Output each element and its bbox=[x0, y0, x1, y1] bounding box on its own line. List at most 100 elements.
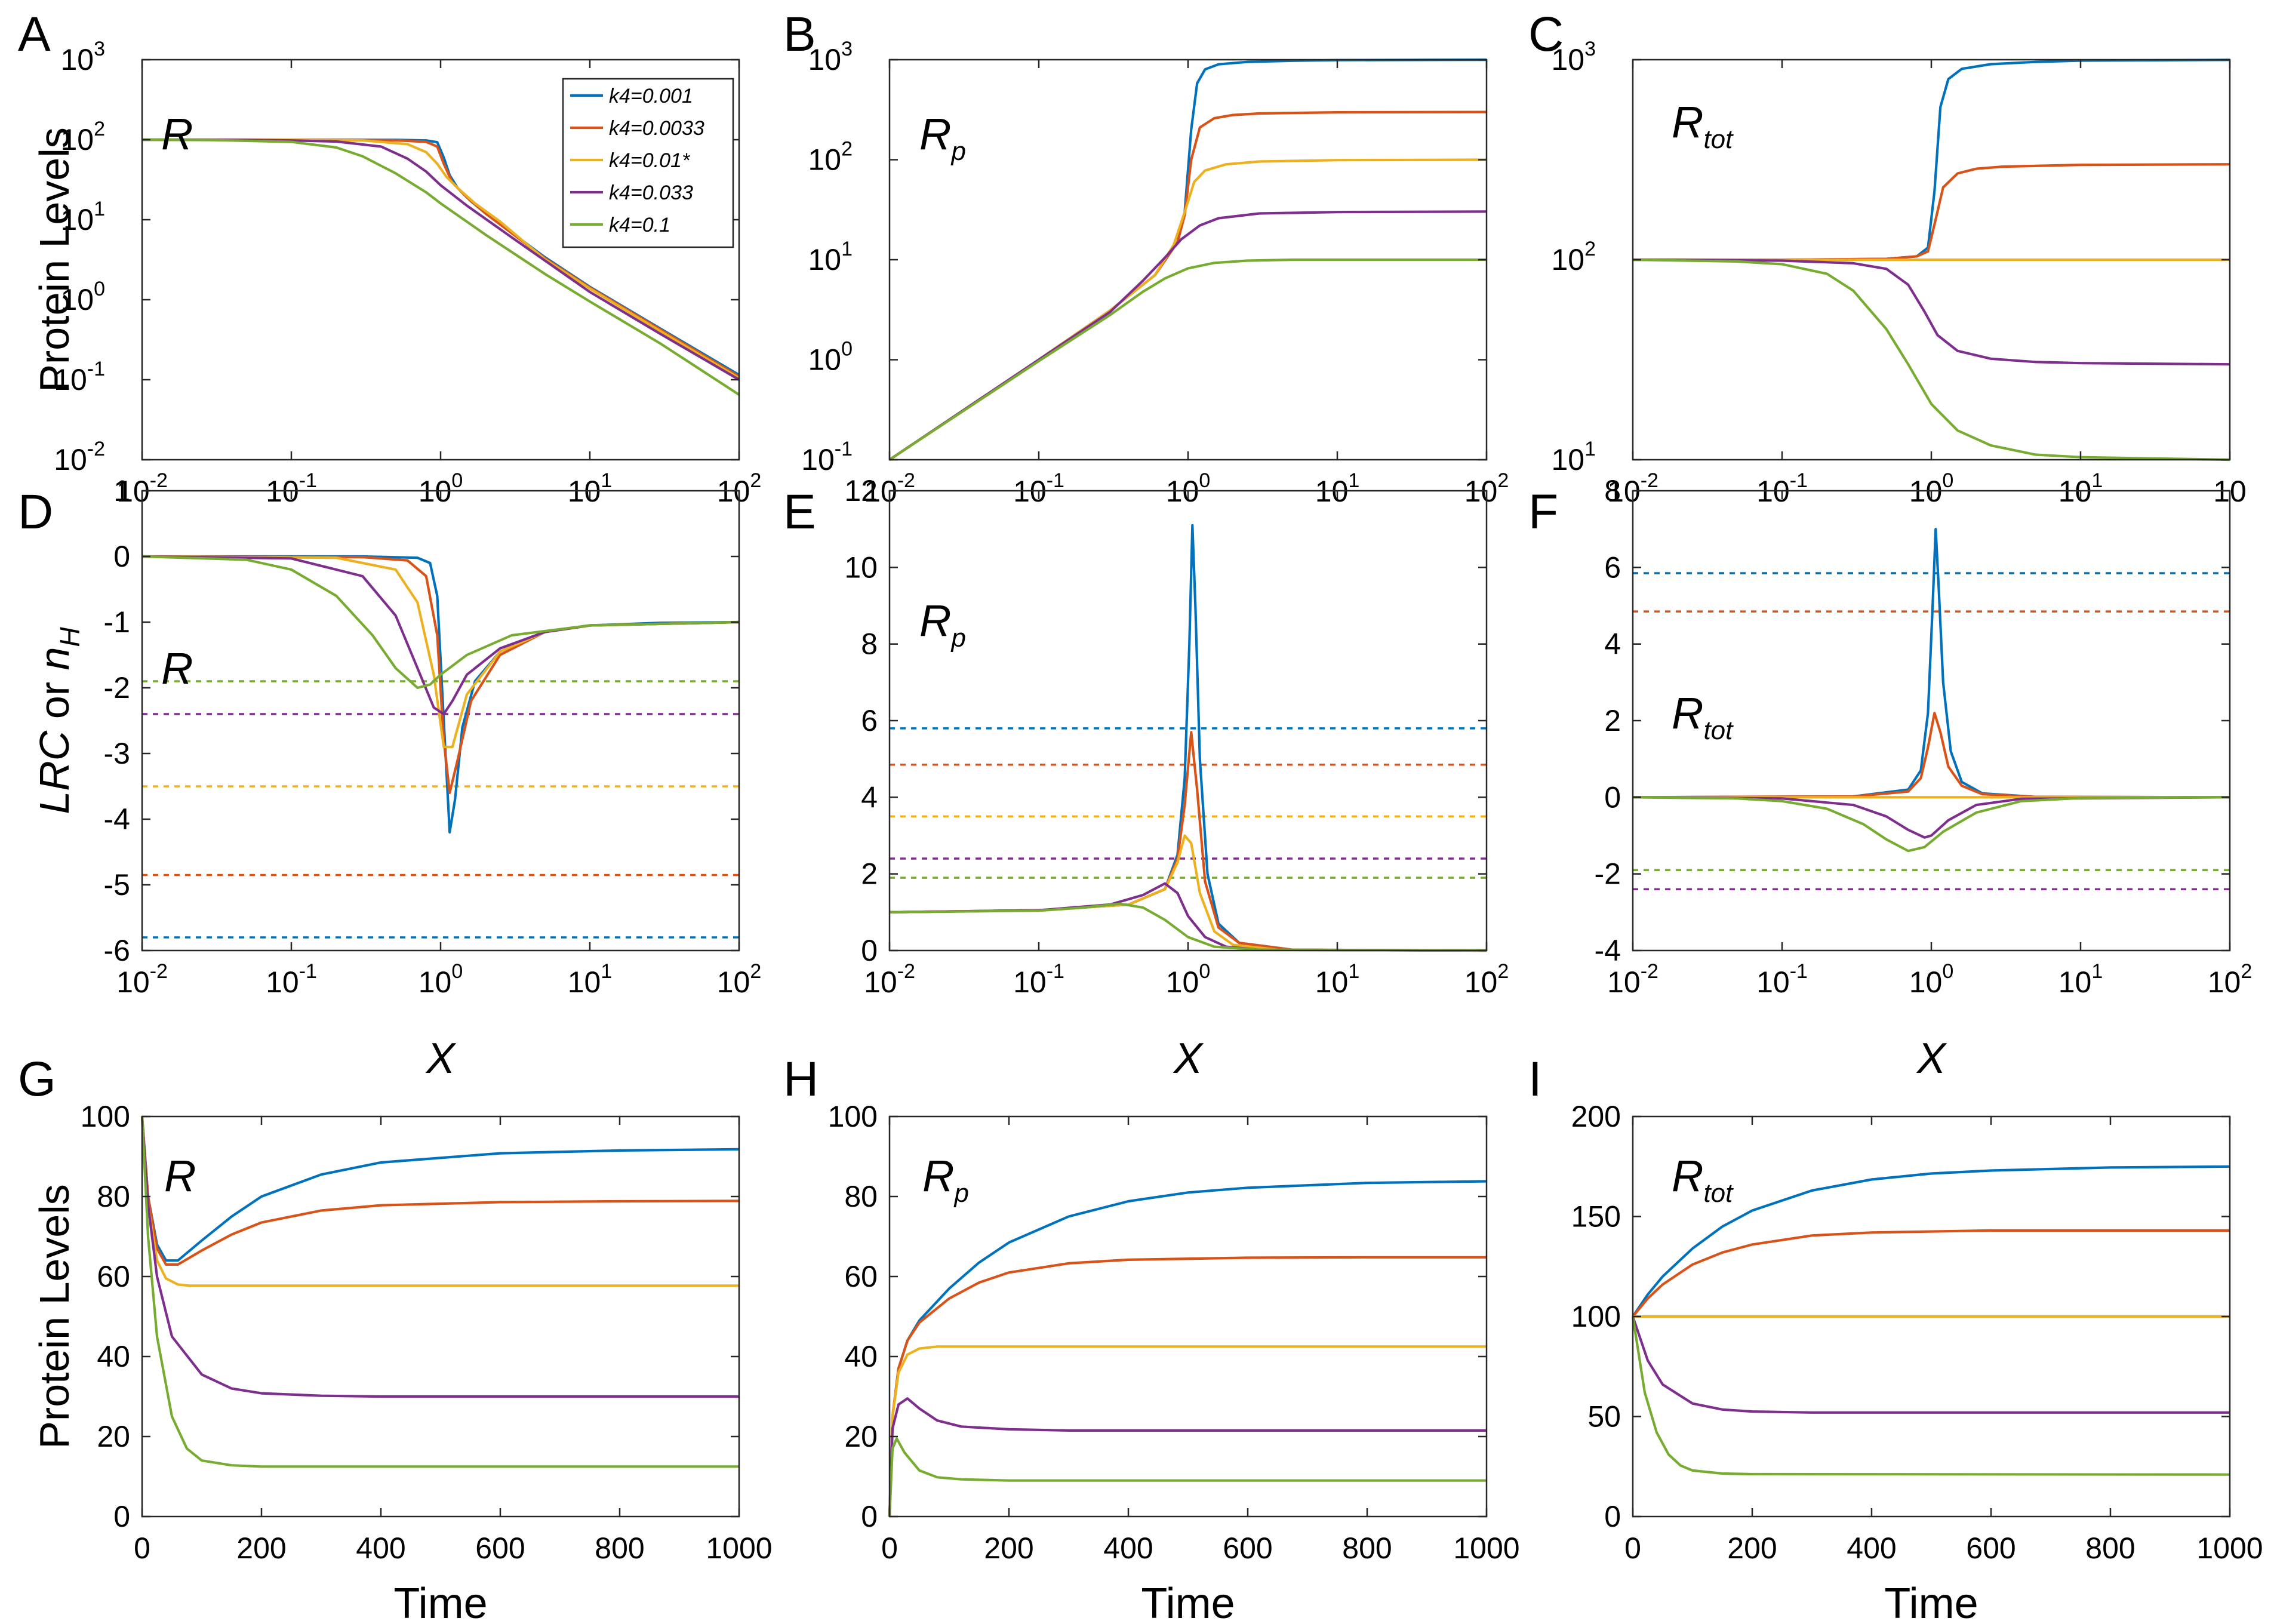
panel-letter: C bbox=[1528, 7, 1564, 61]
panel-label: Rtot bbox=[1672, 688, 1734, 745]
legend-label: k4=0.0033 bbox=[609, 117, 704, 140]
series-line-e bbox=[889, 834, 1487, 952]
y-tick-label: 60 bbox=[844, 1260, 878, 1293]
x-tick-label: 600 bbox=[1223, 1531, 1272, 1565]
y-tick-label: 2 bbox=[1604, 704, 1621, 737]
series-line-c bbox=[1632, 258, 2230, 366]
x-tick-label: 102 bbox=[717, 960, 762, 999]
y-tick-label: 0 bbox=[1604, 780, 1621, 814]
panel-letter: E bbox=[783, 485, 816, 539]
panel-label: R bbox=[164, 1151, 196, 1201]
legend-label: k4=0.001 bbox=[609, 85, 693, 107]
y-tick-label: 10-2 bbox=[54, 438, 105, 476]
y-tick-label: 40 bbox=[97, 1340, 130, 1373]
series-line-g bbox=[140, 1116, 739, 1468]
y-tick-label: 2 bbox=[861, 857, 878, 891]
series-line-i bbox=[1631, 1316, 2230, 1476]
y-tick-label: 8 bbox=[1604, 474, 1621, 508]
axes-box-e bbox=[888, 490, 1488, 952]
x-tick-label: 100 bbox=[1166, 960, 1211, 999]
panel-label: Rtot bbox=[1672, 97, 1734, 154]
y-tick-label: 20 bbox=[97, 1420, 130, 1453]
series-line-f bbox=[1632, 712, 2230, 799]
y-tick-label: 150 bbox=[1571, 1200, 1621, 1234]
legend-label: k4=0.033 bbox=[609, 182, 693, 204]
y-tick-label: 80 bbox=[97, 1180, 130, 1213]
series-line-a bbox=[141, 138, 740, 396]
panel-letter: G bbox=[18, 1052, 56, 1106]
series-line-d bbox=[141, 555, 740, 690]
series-line-h bbox=[888, 1345, 1487, 1517]
x-tick-label: 100 bbox=[1909, 469, 1954, 508]
y-tick-label: 10 bbox=[844, 550, 878, 584]
y-tick-label: 0 bbox=[861, 1500, 878, 1533]
x-tick-label: 0 bbox=[134, 1531, 150, 1565]
y-tick-label: 102 bbox=[1551, 238, 1596, 276]
y-tick-label: 100 bbox=[1571, 1300, 1621, 1333]
y-tick-label: 100 bbox=[828, 1100, 878, 1133]
panel-label: R bbox=[161, 109, 193, 159]
series-line-h bbox=[888, 1256, 1487, 1517]
legend-box bbox=[562, 78, 734, 248]
y-tick-label: 8 bbox=[861, 628, 878, 661]
x-tick-label: 101 bbox=[1315, 469, 1360, 508]
y-tick-label: 100 bbox=[808, 338, 853, 377]
series-line-h bbox=[888, 1180, 1487, 1517]
series-line-c bbox=[1633, 59, 2230, 262]
series-line-i bbox=[1632, 1165, 2230, 1318]
panel-letter: B bbox=[783, 7, 816, 61]
x-axis-label: X bbox=[1173, 1035, 1204, 1082]
x-tick-label: 1000 bbox=[2196, 1531, 2263, 1565]
series-line-g bbox=[140, 1116, 740, 1262]
x-tick-label: 100 bbox=[419, 469, 463, 508]
y-tick-label: 0 bbox=[861, 934, 878, 967]
x-tick-label: 400 bbox=[1847, 1531, 1896, 1565]
x-tick-label: 101 bbox=[1315, 960, 1360, 999]
y-tick-label: 100 bbox=[81, 1100, 130, 1133]
series-line-e bbox=[889, 524, 1487, 952]
x-tick-label: 600 bbox=[475, 1531, 525, 1565]
x-tick-label: 10-1 bbox=[266, 469, 317, 508]
y-tick-label: 101 bbox=[808, 238, 853, 276]
x-tick-label: 1000 bbox=[1453, 1531, 1519, 1565]
y-tick-label: 80 bbox=[844, 1180, 878, 1213]
y-tick-label: -2 bbox=[1595, 857, 1621, 891]
x-tick-label: 10-1 bbox=[1756, 469, 1808, 508]
y-axis-label: Protein Levels bbox=[31, 127, 78, 392]
x-tick-label: 101 bbox=[568, 469, 613, 508]
series-line-g bbox=[140, 1116, 739, 1398]
legend: k4=0.001 k4=0.0033 k4=0.01* k4=0.033 k4=0.1 bbox=[562, 78, 734, 248]
series-line-h bbox=[888, 1397, 1487, 1517]
x-axis-label: X bbox=[1916, 1035, 1947, 1082]
y-tick-label: 1 bbox=[113, 474, 130, 508]
y-tick-label: 4 bbox=[1604, 628, 1621, 661]
x-tick-label: 10-1 bbox=[266, 960, 317, 999]
series-line-a bbox=[141, 138, 740, 380]
x-tick-label: 100 bbox=[1909, 960, 1954, 999]
panel-i: 0 200 400 600 800 1000 0 50 100 150 200 I Rtot Time bbox=[1528, 1052, 2263, 1624]
x-tick-label: 10-1 bbox=[1756, 960, 1808, 999]
series-line-c bbox=[1632, 258, 2230, 462]
panel-h: 0 200 400 600 800 1000 0 20 40 60 80 100 H Rp Time bbox=[783, 1052, 1520, 1624]
x-tick-label: 200 bbox=[236, 1531, 286, 1565]
y-tick-label: 12 bbox=[844, 474, 878, 508]
panel-label: Rp bbox=[922, 1151, 969, 1208]
series-line-b bbox=[888, 210, 1487, 461]
y-tick-label: 60 bbox=[97, 1260, 130, 1293]
y-tick-label: 0 bbox=[113, 1500, 130, 1533]
x-tick-label: 102 bbox=[1464, 960, 1509, 999]
y-tick-label: 40 bbox=[844, 1340, 878, 1373]
x-tick-label: 600 bbox=[1966, 1531, 2015, 1565]
series-line-f bbox=[1632, 796, 2230, 839]
x-tick-label: 101 bbox=[2058, 960, 2103, 999]
panel-g: 0 200 400 600 800 1000 0 20 40 60 80 100 G R Time bbox=[18, 1052, 773, 1624]
y-tick-label: -1 bbox=[104, 605, 130, 639]
x-tick-label: 400 bbox=[356, 1531, 405, 1565]
panel-label: Rtot bbox=[1672, 1151, 1734, 1208]
x-tick-label: 200 bbox=[1727, 1531, 1777, 1565]
x-tick-label: 1000 bbox=[706, 1531, 772, 1565]
y-axis-label: Protein Levels bbox=[31, 1184, 78, 1449]
panel-letter: F bbox=[1528, 485, 1558, 539]
